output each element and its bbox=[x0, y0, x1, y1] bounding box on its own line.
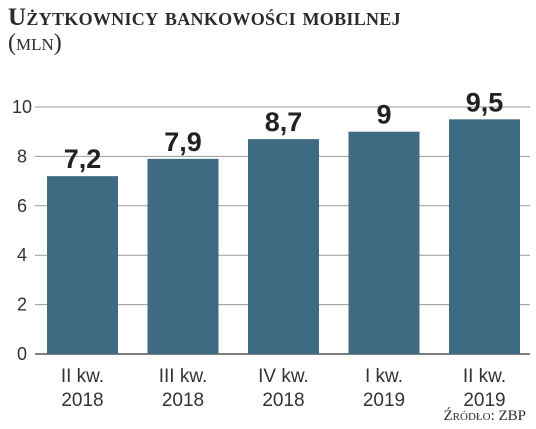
x-tick-label-line1: III kw. bbox=[159, 366, 208, 387]
y-tick-label: 0 bbox=[17, 344, 27, 364]
bar bbox=[147, 158, 219, 354]
x-tick-label-line2: 2019 bbox=[463, 390, 505, 411]
y-tick-label: 2 bbox=[17, 295, 27, 315]
x-tick-label-line1: II kw. bbox=[61, 366, 104, 387]
x-tick-label-line2: 2018 bbox=[262, 390, 304, 411]
x-tick-label-line2: 2019 bbox=[363, 390, 405, 411]
data-label: 7,9 bbox=[164, 127, 202, 157]
x-tick-label-line1: II kw. bbox=[463, 366, 506, 387]
data-label: 7,2 bbox=[64, 144, 102, 174]
y-tick-label: 10 bbox=[12, 97, 32, 117]
data-label: 8,7 bbox=[265, 107, 303, 137]
data-label: 9 bbox=[376, 100, 391, 130]
data-label: 9,5 bbox=[466, 87, 504, 117]
bar bbox=[248, 139, 319, 354]
x-tick-label-line2: 2018 bbox=[162, 390, 204, 411]
y-tick-label: 4 bbox=[17, 245, 27, 265]
source-note: Źródło: ZBP bbox=[443, 408, 526, 424]
chart-title: Użytkownicy bankowości mobilnej bbox=[8, 4, 401, 31]
y-tick-label: 6 bbox=[17, 196, 27, 216]
x-tick-label-line2: 2018 bbox=[61, 390, 103, 411]
bar bbox=[348, 131, 420, 354]
chart-subtitle: (mln) bbox=[8, 30, 62, 56]
x-tick-label-line1: I kw. bbox=[365, 366, 403, 387]
bar bbox=[449, 119, 520, 354]
x-tick-label-line1: IV kw. bbox=[258, 366, 309, 387]
bar bbox=[47, 176, 118, 354]
y-tick-label: 8 bbox=[17, 146, 27, 166]
